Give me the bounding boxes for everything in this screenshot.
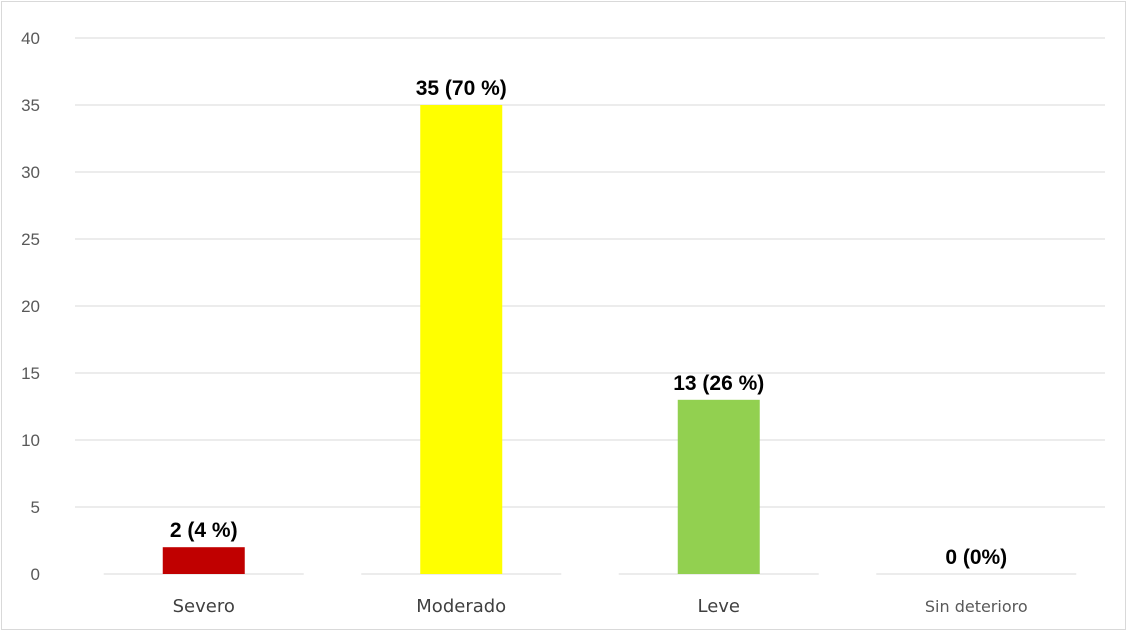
bar-severo	[162, 547, 245, 574]
y-tick-label: 10	[21, 431, 40, 450]
x-category-label: Severo	[173, 596, 235, 617]
y-tick-label: 35	[21, 96, 40, 115]
x-axis-categories: Severo Moderado Leve Sin deterioro	[173, 596, 1028, 617]
y-tick-label: 25	[21, 230, 40, 249]
data-label: 13 (26 %)	[673, 372, 764, 395]
y-tick-label: 30	[21, 163, 40, 182]
x-category-label: Leve	[697, 596, 740, 617]
y-axis-ticks: 0 5 10 15 20 25 30 35 40	[21, 29, 40, 584]
y-tick-label: 20	[21, 297, 40, 316]
data-label: 2 (4 %)	[170, 519, 238, 542]
y-tick-label: 15	[21, 364, 40, 383]
x-category-label: Sin deterioro	[925, 597, 1028, 616]
data-label: 35 (70 %)	[416, 77, 507, 100]
y-tick-label: 0	[31, 565, 40, 584]
x-category-label: Moderado	[416, 596, 506, 617]
bars	[162, 105, 760, 574]
data-label: 0 (0%)	[945, 546, 1007, 569]
bar-moderado	[420, 105, 503, 574]
gridlines	[75, 37, 1105, 575]
data-labels: 2 (4 %) 35 (70 %) 13 (26 %) 0 (0%)	[170, 77, 1007, 569]
bar-leve	[677, 399, 760, 574]
y-tick-label: 5	[31, 498, 40, 517]
y-tick-label: 40	[21, 29, 40, 48]
